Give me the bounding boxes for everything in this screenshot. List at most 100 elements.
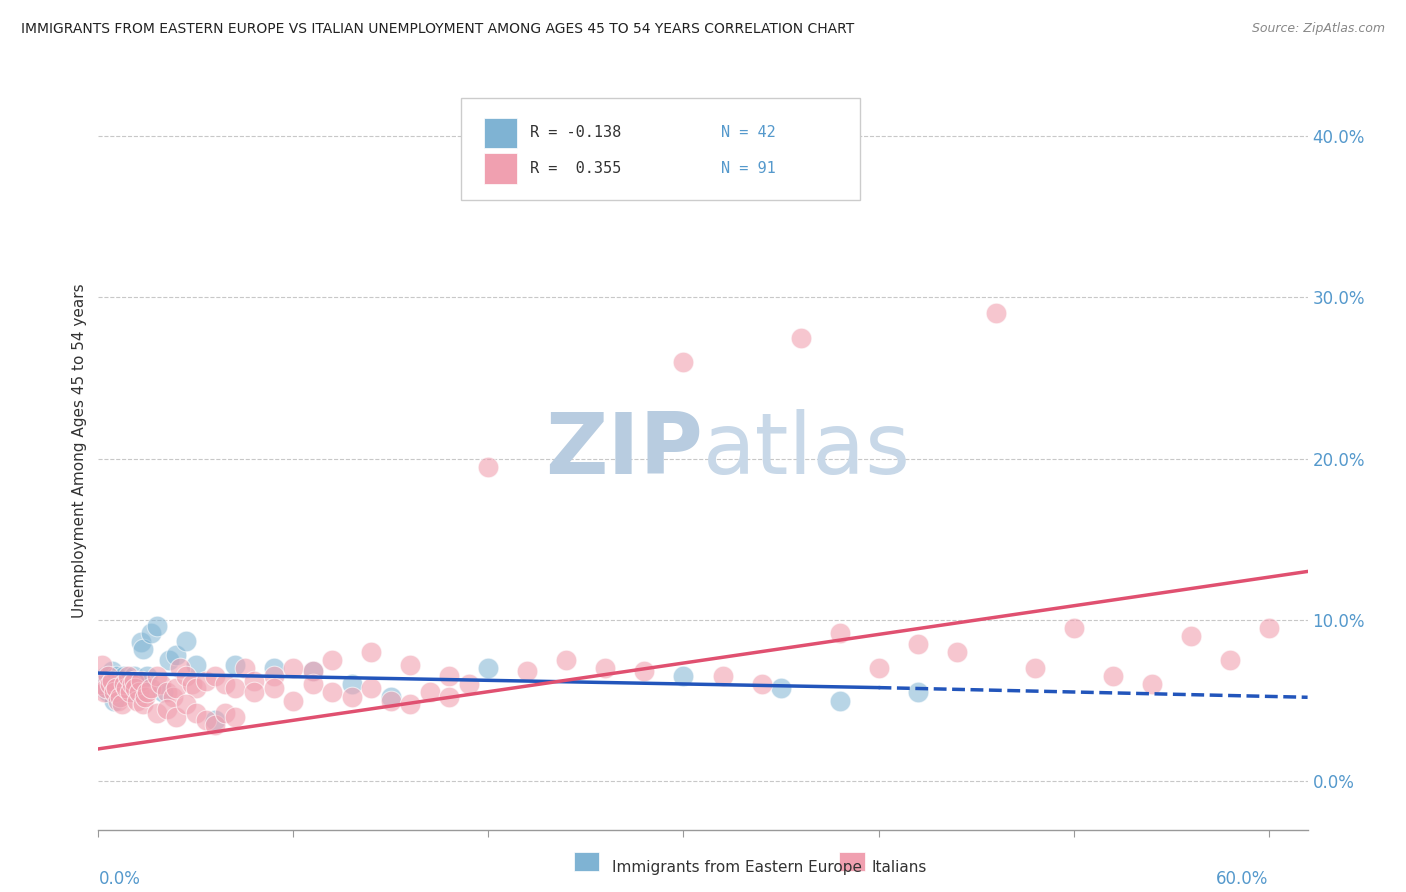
- Point: [131, 674, 153, 689]
- Point: [672, 355, 695, 369]
- Point: [104, 681, 127, 695]
- Point: [263, 681, 285, 695]
- Point: [149, 677, 172, 691]
- Text: atlas: atlas: [703, 409, 911, 492]
- Point: [263, 669, 285, 683]
- Text: IMMIGRANTS FROM EASTERN EUROPE VS ITALIAN UNEMPLOYMENT AMONG AGES 45 TO 54 YEARS: IMMIGRANTS FROM EASTERN EUROPE VS ITALIA…: [21, 22, 855, 37]
- Text: 60.0%: 60.0%: [1216, 870, 1268, 888]
- Point: [134, 690, 156, 705]
- Point: [132, 697, 155, 711]
- Point: [302, 665, 325, 679]
- Point: [89, 677, 111, 691]
- Point: [828, 625, 851, 640]
- Point: [139, 625, 162, 640]
- Point: [399, 697, 422, 711]
- Point: [1063, 621, 1085, 635]
- Point: [165, 709, 187, 723]
- Point: [114, 677, 136, 691]
- Point: [439, 669, 461, 683]
- Text: Source: ZipAtlas.com: Source: ZipAtlas.com: [1251, 22, 1385, 36]
- Point: [555, 653, 578, 667]
- Bar: [839, 852, 865, 871]
- Point: [112, 677, 135, 691]
- Point: [458, 677, 481, 691]
- Point: [184, 658, 207, 673]
- Point: [1219, 653, 1241, 667]
- Point: [165, 648, 187, 663]
- Point: [243, 674, 266, 689]
- Point: [98, 677, 121, 691]
- Point: [224, 658, 246, 673]
- Point: [360, 681, 382, 695]
- Point: [174, 669, 197, 683]
- Point: [136, 669, 159, 683]
- Point: [98, 673, 121, 687]
- Point: [128, 685, 150, 699]
- Point: [112, 669, 135, 683]
- Point: [224, 709, 246, 723]
- Point: [121, 677, 143, 691]
- Text: Italians: Italians: [872, 860, 927, 874]
- Point: [1257, 621, 1279, 635]
- Point: [907, 685, 929, 699]
- Point: [97, 669, 120, 683]
- Point: [122, 674, 145, 689]
- FancyBboxPatch shape: [484, 118, 517, 148]
- Point: [243, 685, 266, 699]
- Text: 0.0%: 0.0%: [98, 870, 141, 888]
- Point: [139, 681, 162, 695]
- Point: [945, 645, 967, 659]
- Point: [146, 669, 169, 683]
- Point: [152, 685, 174, 699]
- Point: [124, 685, 146, 699]
- Point: [360, 645, 382, 659]
- Point: [121, 681, 143, 695]
- Point: [789, 330, 811, 344]
- Point: [984, 306, 1007, 320]
- Point: [174, 697, 197, 711]
- FancyBboxPatch shape: [484, 153, 517, 184]
- Point: [283, 661, 305, 675]
- Point: [1180, 629, 1202, 643]
- Point: [477, 459, 499, 474]
- Point: [146, 619, 169, 633]
- Point: [516, 665, 538, 679]
- Point: [91, 674, 114, 689]
- Point: [132, 641, 155, 656]
- Point: [169, 661, 191, 675]
- FancyBboxPatch shape: [461, 98, 860, 201]
- Point: [399, 658, 422, 673]
- Point: [477, 661, 499, 675]
- Point: [136, 685, 159, 699]
- Point: [769, 681, 792, 695]
- Point: [96, 681, 118, 695]
- Point: [118, 685, 141, 699]
- Point: [122, 669, 145, 683]
- Point: [711, 669, 734, 683]
- Point: [103, 685, 125, 699]
- Point: [101, 674, 124, 689]
- Point: [233, 661, 256, 675]
- Point: [165, 681, 187, 695]
- Text: ZIP: ZIP: [546, 409, 703, 492]
- Point: [117, 669, 139, 683]
- Point: [321, 653, 343, 667]
- Point: [107, 677, 129, 691]
- Point: [263, 661, 285, 675]
- Point: [114, 681, 136, 695]
- Text: N = 91: N = 91: [721, 161, 776, 176]
- Point: [868, 661, 890, 675]
- Point: [340, 677, 363, 691]
- Point: [224, 681, 246, 695]
- Point: [194, 713, 217, 727]
- Point: [101, 665, 124, 679]
- Point: [184, 681, 207, 695]
- Point: [181, 677, 204, 691]
- Point: [907, 637, 929, 651]
- Point: [93, 681, 115, 695]
- Point: [156, 685, 179, 699]
- Point: [283, 693, 305, 707]
- Point: [127, 693, 149, 707]
- Point: [204, 717, 226, 731]
- Point: [89, 677, 111, 691]
